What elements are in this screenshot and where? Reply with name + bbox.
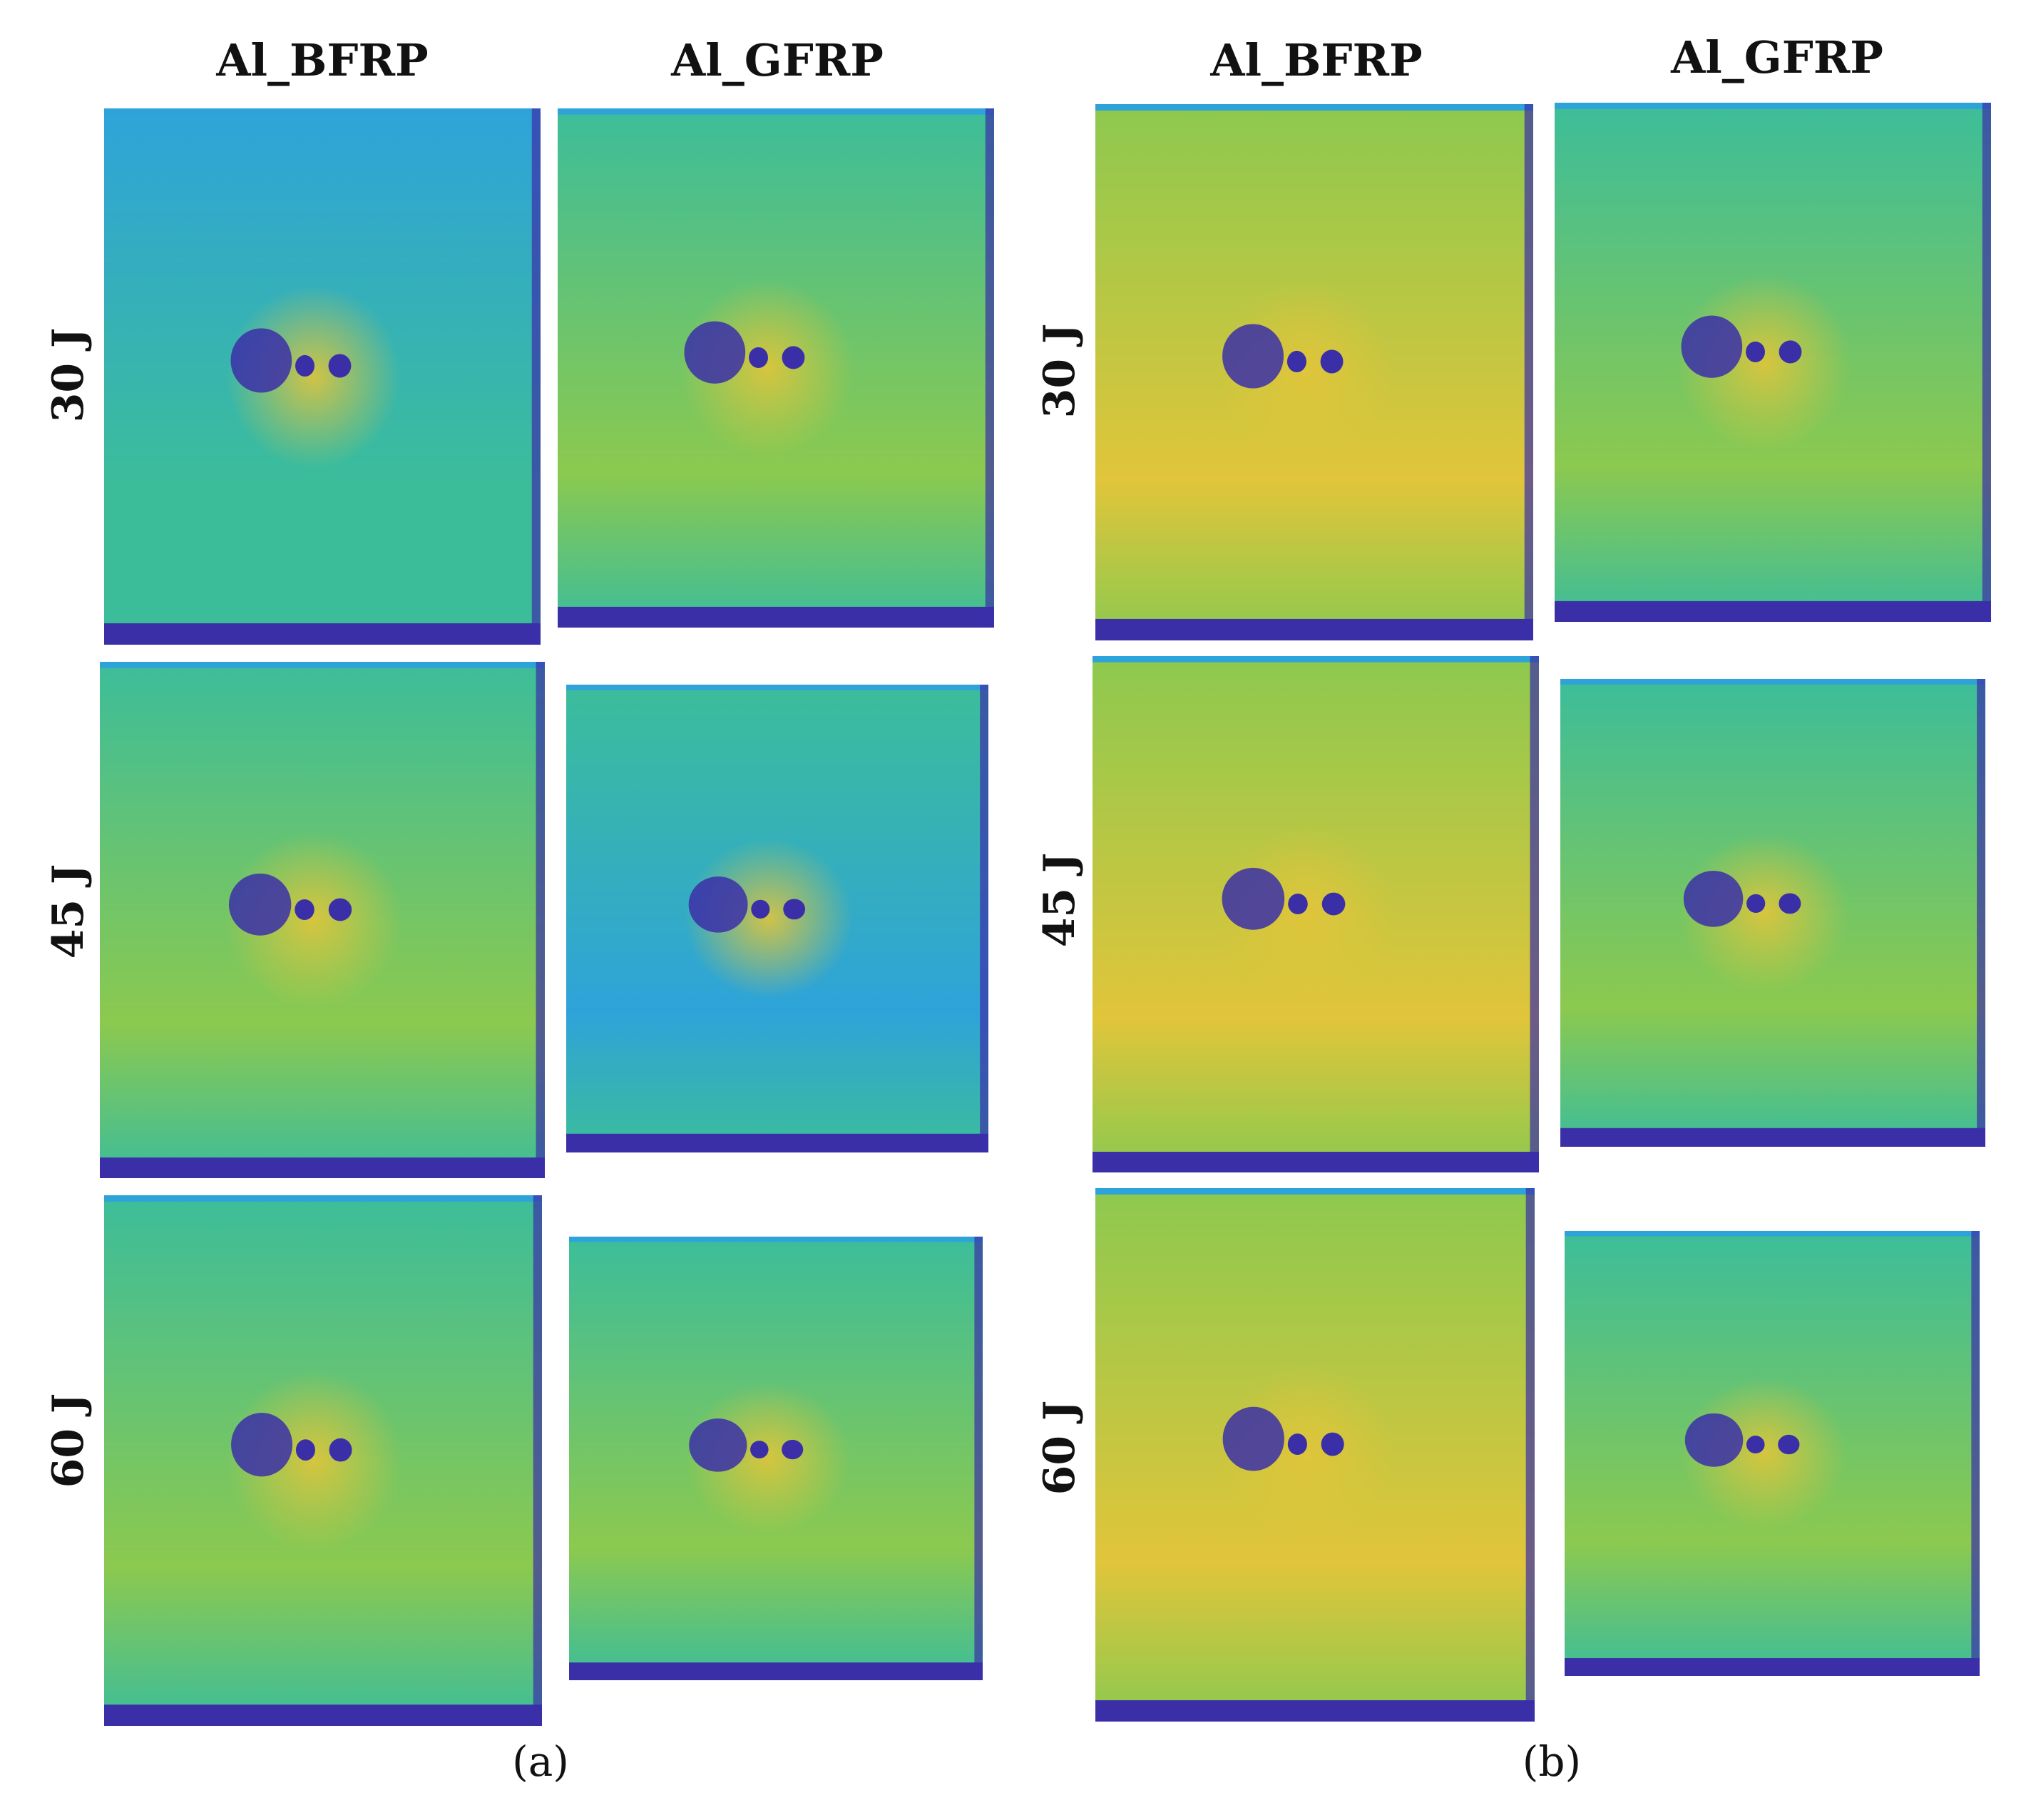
panel-a-row-label-30j: 30 J xyxy=(44,327,93,423)
thermogram-a-gfrp-45j xyxy=(566,685,988,1152)
panel-b-col-title-bfrp: Al_BFRP xyxy=(1210,34,1423,86)
thermogram-b-gfrp-45j xyxy=(1560,679,1985,1147)
thermogram-a-bfrp-60j xyxy=(104,1195,542,1726)
panel-b-row-label-60j: 60 J xyxy=(1035,1400,1085,1496)
thermogram-a-bfrp-45j xyxy=(100,662,545,1178)
panel-a-row-label-60j: 60 J xyxy=(44,1393,93,1488)
thermogram-b-gfrp-60j xyxy=(1565,1231,1980,1676)
thermogram-b-gfrp-30j xyxy=(1555,103,1991,622)
panel-a-row-label-45j: 45 J xyxy=(44,864,93,959)
panel-b-col-title-gfrp: Al_GFRP xyxy=(1671,31,1883,83)
panel-a-col-title-bfrp: Al_BFRP xyxy=(216,34,429,86)
panel-b-row-label-45j: 45 J xyxy=(1035,852,1085,948)
thermogram-a-bfrp-30j xyxy=(104,108,541,645)
panel-a-caption: (a) xyxy=(512,1737,569,1786)
thermogram-a-gfrp-30j xyxy=(558,108,994,628)
panel-a-col-title-gfrp: Al_GFRP xyxy=(671,34,884,86)
thermogram-b-bfrp-45j xyxy=(1093,656,1539,1172)
panel-b-caption: (b) xyxy=(1522,1737,1582,1786)
thermogram-a-gfrp-60j xyxy=(569,1237,983,1680)
thermogram-b-bfrp-30j xyxy=(1095,104,1533,640)
panel-b-row-label-30j: 30 J xyxy=(1035,323,1085,419)
thermogram-b-bfrp-60j xyxy=(1095,1188,1535,1722)
